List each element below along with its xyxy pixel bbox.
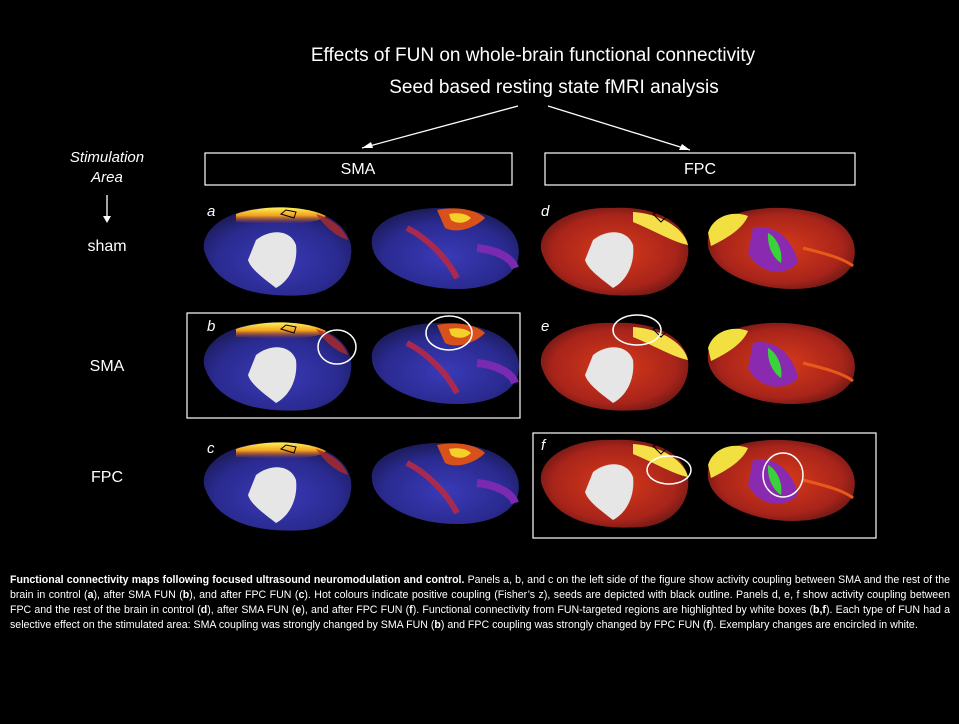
brain-lateral (372, 443, 519, 524)
caption-text: b,f (813, 604, 826, 616)
caption-text: ), after SMA FUN ( (93, 589, 182, 601)
brain-medial (204, 322, 352, 410)
row-label: FPC (91, 469, 123, 486)
caption-text: ), after SMA FUN ( (207, 604, 295, 616)
brain-medial (204, 207, 352, 295)
panel-letter: f (541, 437, 547, 454)
brain-lateral (372, 208, 519, 289)
caption: Functional connectivity maps following f… (10, 573, 950, 633)
brain-lateral (372, 323, 519, 404)
arrow-head (679, 144, 690, 150)
arrow-head (362, 142, 373, 148)
row-header: Area (90, 169, 123, 186)
page: Effects of FUN on whole-brain functional… (0, 0, 959, 724)
panel-letter: e (541, 318, 549, 335)
caption-text: Functional connectivity maps following f… (10, 574, 464, 586)
panel-letter: c (207, 440, 215, 457)
caption-text: ), and after FPC FUN ( (301, 604, 409, 616)
column-header: FPC (684, 161, 716, 178)
panel-letter: b (207, 318, 215, 335)
row-label: SMA (90, 358, 125, 375)
arrow (362, 106, 518, 148)
panel-letter: d (541, 203, 550, 220)
subtitle: Seed based resting state fMRI analysis (389, 77, 719, 98)
brain-lateral (708, 440, 855, 521)
brain-medial (541, 208, 689, 296)
title: Effects of FUN on whole-brain functional… (311, 45, 756, 66)
row-header: Stimulation (70, 149, 144, 166)
brain-lateral (708, 208, 855, 289)
panel-letter: a (207, 203, 215, 220)
arrow-head (103, 216, 111, 223)
caption-text: ), and after FPC FUN ( (189, 589, 298, 601)
brain-medial (204, 442, 352, 530)
caption-text: ). Exemplary changes are encircled in wh… (710, 619, 918, 631)
column-header: SMA (341, 161, 376, 178)
row-label: sham (87, 238, 126, 255)
arrow (548, 106, 690, 150)
caption-text: ). Functional connectivity from FUN-targ… (413, 604, 813, 616)
caption-text: ) and FPC coupling was strongly changed … (441, 619, 707, 631)
brain-lateral (708, 323, 855, 404)
